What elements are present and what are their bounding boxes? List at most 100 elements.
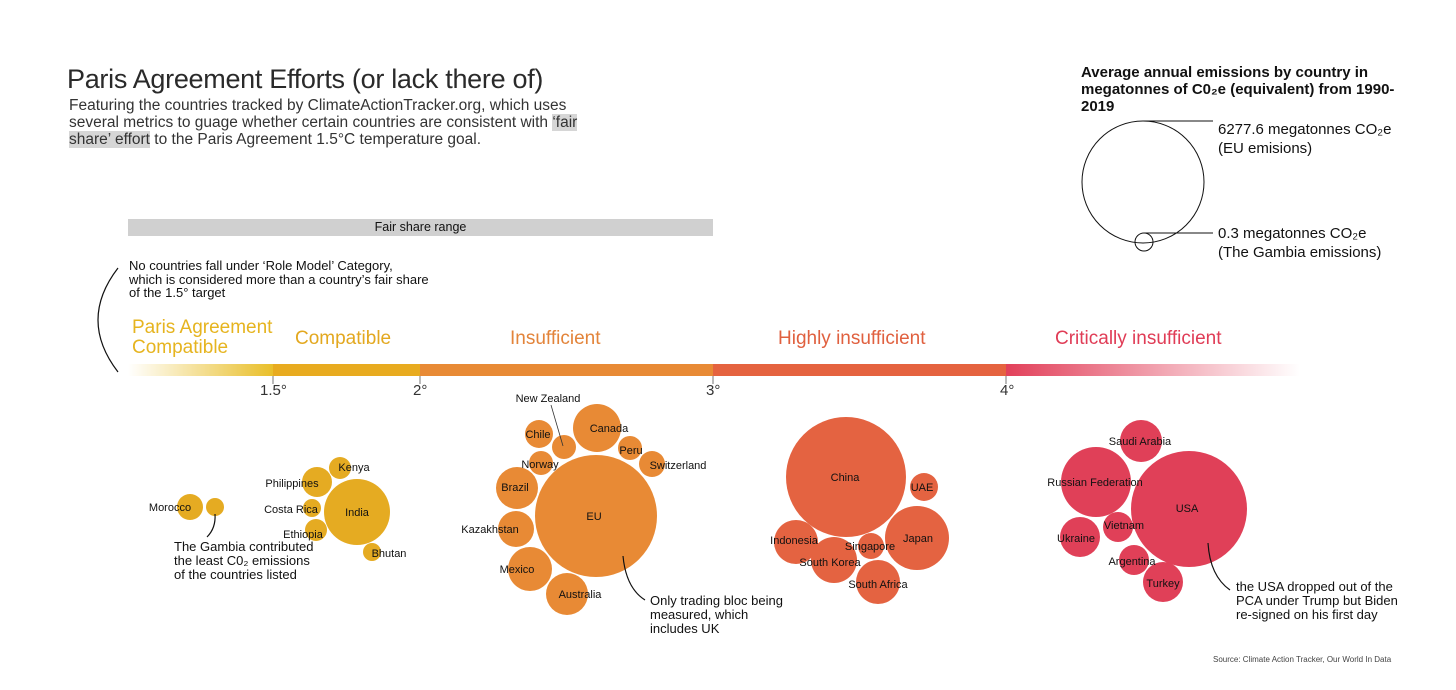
bubble-uae [910,473,938,501]
bubble-label-brazil: Brazil [501,482,529,494]
bubble-label-peru: Peru [619,445,642,457]
bubble-label-new-zealand: New Zealand [516,393,581,405]
legend-small-circle [1134,232,1154,252]
bubble-label-costa-rica: Costa Rica [264,504,319,516]
eu-leader-line [622,555,646,601]
category-insufficient: Insufficient [510,328,601,349]
tick-label: 1.5° [260,382,287,399]
new-zealand-leader-line [550,404,564,447]
bubble-label-kenya: Kenya [338,462,370,474]
bubble-argentina [1119,545,1149,575]
bubble-label-canada: Canada [590,423,629,435]
legend-large-circle [1081,120,1205,244]
bubble-indonesia [774,520,818,564]
category-paris-compatible: Paris Agreement Compatible [132,317,273,358]
legend-large-value: 6277.6 megatonnes CO₂e [1218,121,1392,138]
bubble-label-china: China [831,472,861,484]
fair-share-range-bar: Fair share range [128,219,713,236]
subtitle-text-end: to the Paris Agreement 1.5°C temperature… [150,131,482,148]
bubble-brazil [496,467,538,509]
bubble-norway [529,451,553,475]
bubble-label-australia: Australia [559,589,603,601]
bubble-india [324,479,390,545]
bubble-ethiopia [305,519,327,541]
bubble-mexico [508,547,552,591]
bubble-label-argentina: Argentina [1108,556,1156,568]
bubble-label-switzerland: Switzerland [650,460,707,472]
bubble-chile [525,420,553,448]
bubble-label-eu: EU [586,511,601,523]
bubble-label-saudi-arabia: Saudi Arabia [1109,436,1172,448]
bubble-label-bhutan: Bhutan [372,548,407,560]
bubble-label-singapore: Singapore [845,541,895,553]
bubble-costa-rica [303,499,321,517]
bubble-label-philippines: Philippines [265,478,319,490]
bubble-label-morocco: Morocco [149,502,191,514]
bubble-switzerland [639,451,665,477]
role-model-note: No countries fall under ‘Role Model’ Cat… [129,258,429,300]
bubble-saudi-arabia [1120,420,1162,462]
bubble-usa [1131,451,1247,567]
annotation-lines [206,404,1231,601]
bubble-kenya [329,457,351,479]
bubble-label-russian-federation: Russian Federation [1047,477,1142,489]
gambia-leader-line [206,513,216,538]
bubble-label-south-africa: South Africa [848,579,908,591]
category-highly-insufficient: Highly insufficient [778,328,926,349]
category-critically-insufficient: Critically insufficient [1055,328,1222,349]
bubble-label-ethiopia: Ethiopia [283,529,324,541]
bubble-bhutan [363,543,381,561]
bubble-south-africa [856,560,900,604]
bubble-ukraine [1060,517,1100,557]
bubble-australia [546,573,588,615]
subtitle-text: Featuring the countries tracked by Clima… [69,97,567,131]
source-note: Source: Climate Action Tracker, Our Worl… [1213,655,1392,664]
bubble-china [786,417,906,537]
bubble-label-indonesia: Indonesia [770,535,819,547]
legend-large-label: (EU emisions) [1218,140,1313,157]
axis-segment-compatible [273,364,420,376]
axis-segment-critically-insufficient [1006,364,1300,376]
bubble-morocco [177,494,203,520]
bubble-label-norway: Norway [521,459,559,471]
legend-small-label: (The Gambia emissions) [1218,244,1382,261]
bubble-vietnam [1103,512,1133,542]
bubble-turkey [1143,562,1183,602]
tick-label: 3° [706,382,721,399]
page-title: Paris Agreement Efforts (or lack there o… [67,64,544,94]
bubble-the-gambia [206,498,224,516]
axis-segment-paris-compatible [128,364,273,376]
bubble-kazakhstan [498,511,534,547]
tick-label: 2° [413,382,428,399]
usa-annotation: the USA dropped out of the PCA under Tru… [1236,579,1398,622]
bubble-philippines [302,467,332,497]
bubble-label-chile: Chile [525,429,550,441]
tick-label: 4° [1000,382,1015,399]
bubble-label-vietnam: Vietnam [1104,520,1144,532]
bubble-new-zealand [552,435,576,459]
bubble-label-usa: USA [1176,503,1199,515]
eu-annotation: Only trading bloc being measured, which … [650,593,783,636]
bubble-label-kazakhstan: Kazakhstan [461,524,518,536]
bubble-label-mexico: Mexico [500,564,535,576]
bubble-japan [885,506,949,570]
bubble-singapore [858,533,884,559]
bubble-south-korea [811,537,857,583]
bubble-label-turkey: Turkey [1146,578,1180,590]
axis-segment-highly-insufficient [713,364,1006,376]
category-compatible: Compatible [295,328,392,349]
size-legend [1081,120,1213,252]
usa-leader-line [1207,542,1231,591]
legend-small-value: 0.3 megatonnes CO₂e [1218,225,1367,242]
bubble-label-japan: Japan [903,533,933,545]
legend-title: Average annual emissions by country in m… [1081,64,1395,115]
subtitle: Featuring the countries tracked by Clima… [69,97,589,148]
bubble-label-india: India [345,507,370,519]
bubble-canada [573,404,621,452]
gambia-annotation: The Gambia contributed the least C0₂ emi… [174,539,314,582]
bubble-peru [618,436,642,460]
bubble-label-uae: UAE [911,482,934,494]
bubble-label-south-korea: South Korea [799,557,861,569]
bubble-eu [535,455,657,577]
